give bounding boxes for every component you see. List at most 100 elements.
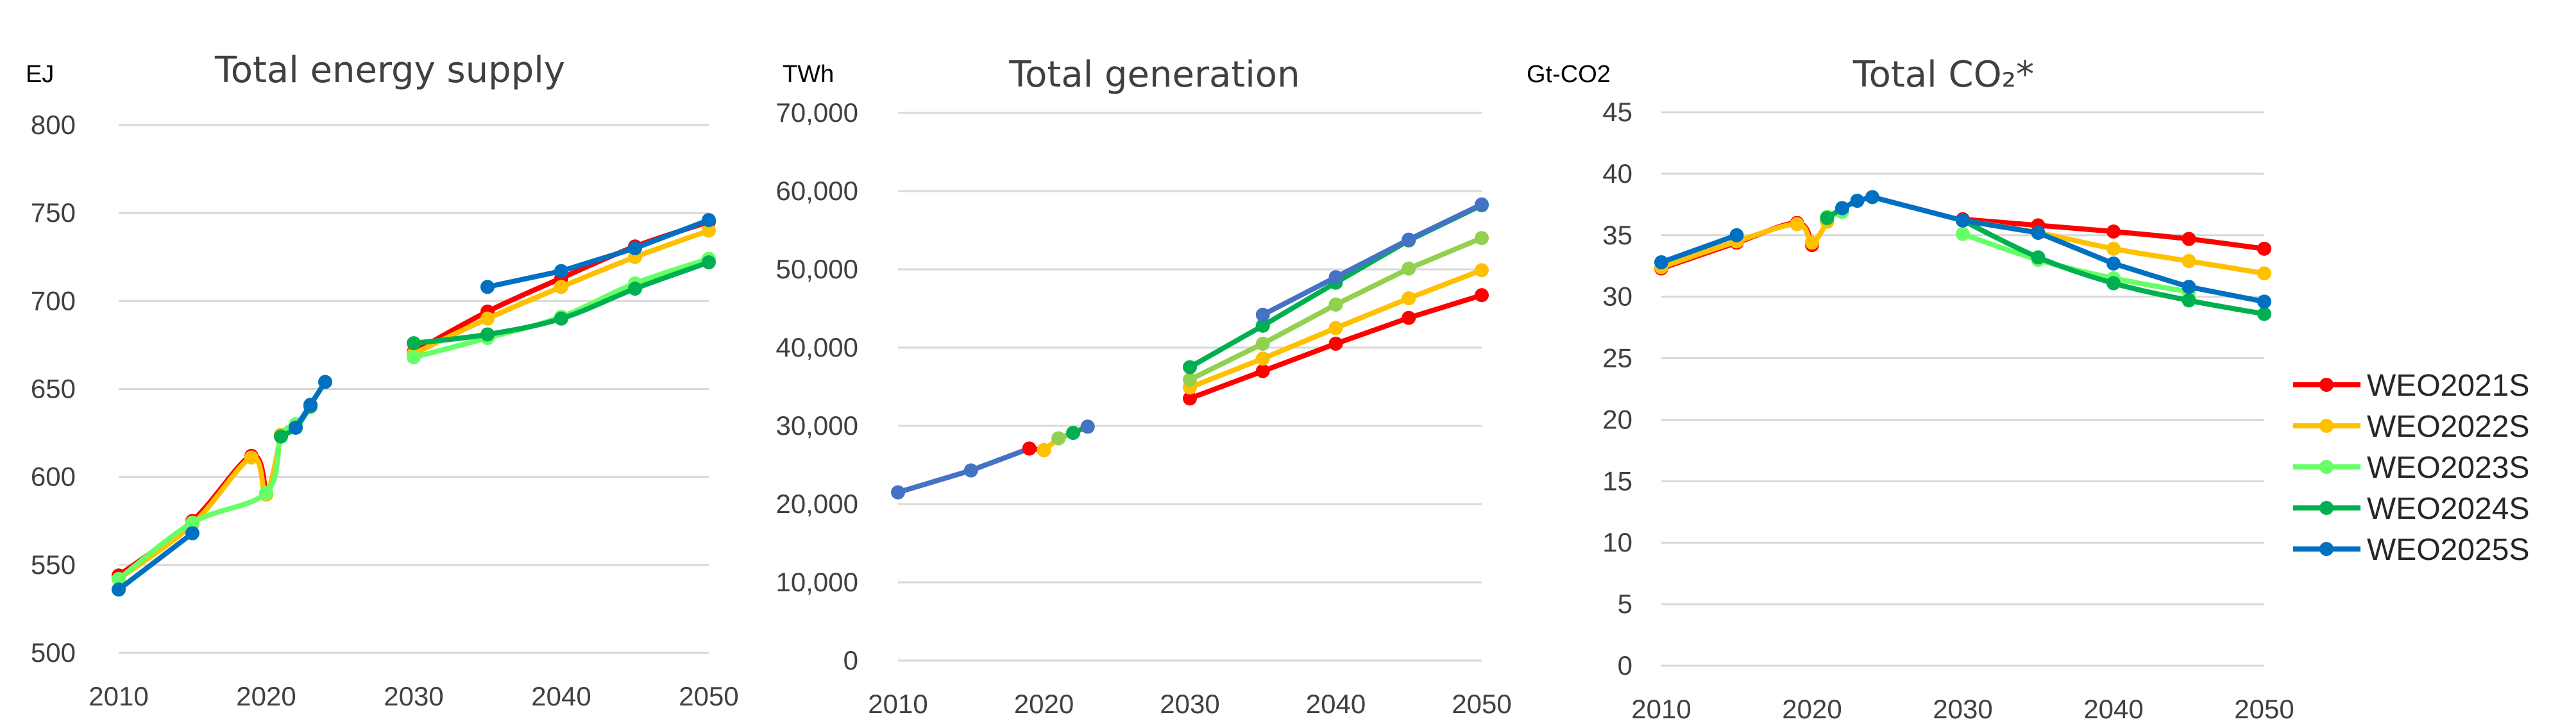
y-tick-label: 800 <box>31 110 76 140</box>
data-point <box>2182 293 2196 308</box>
data-point <box>1255 364 1270 378</box>
data-point <box>1328 270 1343 285</box>
series-weo2025s <box>1080 197 1489 434</box>
x-tick-label: 2010 <box>89 681 148 711</box>
data-point <box>554 280 568 294</box>
data-point <box>1475 197 1489 212</box>
data-point <box>2257 241 2271 256</box>
y-unit-label: Gt-CO2 <box>1527 61 1611 88</box>
data-point <box>891 485 905 500</box>
x-tick-label: 2010 <box>1631 694 1691 724</box>
data-point <box>407 336 421 351</box>
y-tick-label: 70,000 <box>776 97 858 128</box>
y-tick-label: 60,000 <box>776 176 858 206</box>
chart-title: Total CO₂* <box>1852 54 2034 96</box>
data-point <box>1835 201 1849 215</box>
data-point <box>1475 288 1489 303</box>
chart-total-co: Total CO₂* Gt-CO2 0 5 10 15 20 25 30 35 40 45 2010 20… <box>1527 54 2294 724</box>
data-point <box>1475 263 1489 278</box>
y-tick-label: 40,000 <box>776 332 858 362</box>
y-tick-label: 35 <box>1602 220 1632 250</box>
y-tick-label: 0 <box>1618 650 1632 680</box>
data-point <box>2106 224 2121 239</box>
x-tick-label: 2020 <box>1014 689 1074 719</box>
data-point <box>1255 336 1270 351</box>
data-point <box>702 255 716 269</box>
y-tick-label: 0 <box>843 645 858 675</box>
legend-item-weo2022s: WEO2022S <box>2293 410 2529 444</box>
series-line <box>116 530 195 593</box>
y-tick-label: 550 <box>31 550 76 580</box>
legend-label: WEO2022S <box>2367 410 2529 444</box>
x-tick-label: 2050 <box>1452 689 1511 719</box>
series-line <box>485 217 711 290</box>
y-tick-label: 600 <box>31 462 76 492</box>
y-tick-label: 40 <box>1602 158 1632 189</box>
series-weo2025s <box>1654 190 2271 309</box>
series-weo2025s <box>112 213 716 597</box>
chart-total-energy-supply: Total energy supply EJ 500 550 600 650 700 750 8… <box>26 49 739 711</box>
y-tick-label: 650 <box>31 374 76 404</box>
data-point <box>963 463 978 478</box>
data-point <box>480 311 495 326</box>
x-tick-label: 2030 <box>1160 689 1219 719</box>
y-tick-label: 10 <box>1602 527 1632 557</box>
legend-swatch-marker <box>2319 501 2334 515</box>
y-unit-label: EJ <box>26 61 54 88</box>
data-point <box>1080 419 1095 434</box>
x-tick-label: 2040 <box>1306 689 1366 719</box>
series-weo2021s <box>112 214 716 583</box>
data-point <box>1255 351 1270 366</box>
x-tick-label: 2010 <box>868 689 928 719</box>
data-point <box>274 429 288 444</box>
x-tick-label: 2040 <box>2083 694 2143 724</box>
data-point <box>1402 291 1416 306</box>
data-point <box>112 582 126 597</box>
data-point <box>185 526 199 541</box>
data-point <box>1805 235 1819 250</box>
data-point <box>185 515 199 530</box>
legend-label: WEO2023S <box>2367 451 2529 485</box>
data-point <box>480 280 495 294</box>
legend-label: WEO2025S <box>2367 533 2529 567</box>
data-point <box>1255 307 1270 322</box>
data-point <box>1051 431 1066 446</box>
data-point <box>1654 255 1668 269</box>
y-tick-label: 5 <box>1618 589 1632 619</box>
data-point <box>1328 336 1343 351</box>
x-tick-label: 2050 <box>2234 694 2294 724</box>
legend-item-weo2024s: WEO2024S <box>2293 492 2529 526</box>
data-point <box>1402 310 1416 325</box>
series-weo2022s <box>112 223 716 586</box>
x-tick-label: 2030 <box>384 681 443 711</box>
y-tick-label: 20 <box>1602 404 1632 434</box>
data-point <box>1328 321 1343 335</box>
data-point <box>2106 276 2121 291</box>
data-point <box>318 375 332 389</box>
x-tick-label: 2020 <box>236 681 296 711</box>
data-point <box>2106 241 2121 256</box>
y-tick-label: 10,000 <box>776 567 858 597</box>
data-point <box>1865 190 1879 205</box>
chart-title: Total generation <box>1008 54 1300 96</box>
data-point <box>1956 213 1970 228</box>
data-point <box>1255 318 1270 333</box>
data-point <box>1820 210 1835 225</box>
y-tick-label: 20,000 <box>776 489 858 519</box>
data-point <box>1790 217 1804 232</box>
data-point <box>2182 232 2196 246</box>
data-point <box>407 350 421 365</box>
series-line <box>1260 201 1484 317</box>
chart-title: Total energy supply <box>214 49 565 91</box>
data-point <box>2182 280 2196 294</box>
data-point <box>702 213 716 228</box>
y-tick-label: 30 <box>1602 282 1632 312</box>
data-point <box>554 264 568 278</box>
data-point <box>112 571 126 586</box>
data-point <box>1183 391 1197 406</box>
legend: WEO2021S WEO2022S WEO2023S WEO2024S WEO2025S <box>2293 369 2529 567</box>
data-point <box>554 311 568 326</box>
data-point <box>2257 307 2271 321</box>
x-tick-label: 2040 <box>531 681 591 711</box>
